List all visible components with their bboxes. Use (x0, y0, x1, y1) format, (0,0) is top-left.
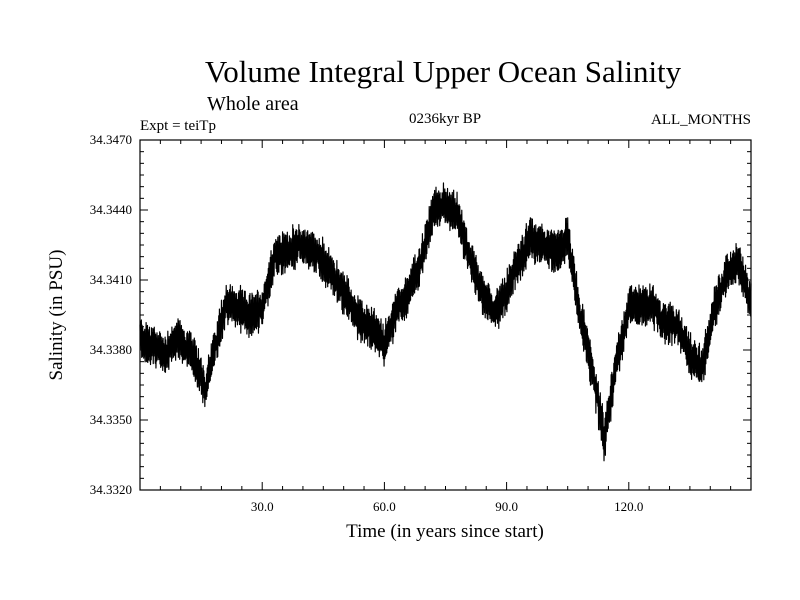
salinity-series-line (139, 182, 752, 462)
y-tick-label: 34.3470 (90, 132, 132, 147)
tick-group (140, 139, 751, 491)
chart-title: Volume Integral Upper Ocean Salinity (205, 54, 682, 89)
chart-subtitle: Whole area (207, 93, 299, 115)
x-axis-label: Time (in years since start) (346, 521, 544, 542)
y-axis-label: Salinity (in PSU) (46, 250, 67, 381)
months-label: ALL_MONTHS (651, 112, 751, 128)
y-tick-label: 34.3320 (90, 482, 132, 497)
x-tick-label: 60.0 (373, 499, 396, 514)
y-tick-label: 34.3350 (90, 412, 132, 427)
y-tick-label: 34.3380 (90, 342, 132, 357)
experiment-label: Expt = teiTp (140, 118, 216, 134)
x-tick-label: 90.0 (495, 499, 518, 514)
y-tick-label: 34.3410 (90, 272, 132, 287)
x-tick-label: 120.0 (614, 499, 643, 514)
x-tick-label: 30.0 (251, 499, 274, 514)
y-tick-label: 34.3440 (90, 202, 132, 217)
tick-label-group: 30.0 60.0 90.0 120.0 34.3320 34.3350 34.3380 34… (90, 132, 644, 514)
period-label: 0236kyr BP (409, 111, 481, 127)
